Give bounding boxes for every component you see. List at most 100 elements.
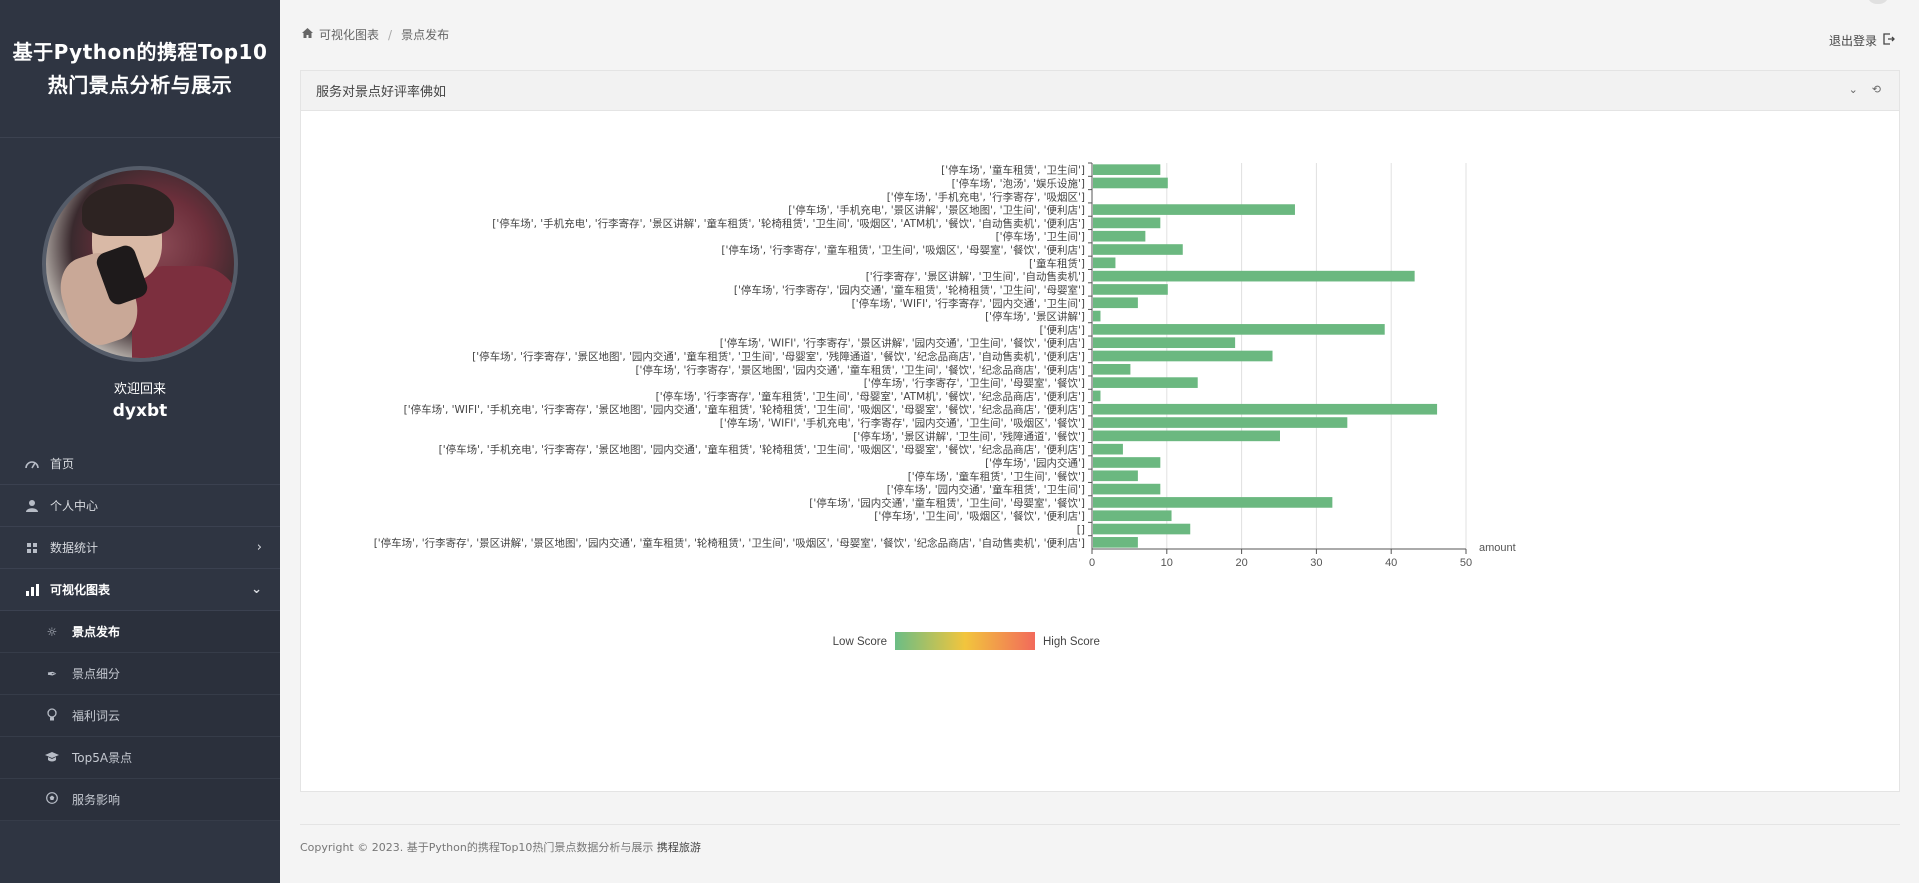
sub-item-service-impact[interactable]: 服务影响 [0, 779, 280, 821]
x-tick-label: 40 [1385, 557, 1397, 569]
sub-item-wordcloud[interactable]: 福利词云 [0, 695, 280, 737]
bar [1093, 164, 1161, 175]
bar [1093, 284, 1168, 295]
category-label: ['便利店'] [1040, 323, 1085, 336]
nav-item-charts[interactable]: 可视化图表 ⌄ [0, 569, 280, 611]
soccer-icon [44, 792, 60, 807]
breadcrumb-separator: / [388, 27, 393, 42]
x-tick-label: 0 [1089, 557, 1095, 569]
sub-item-label: 福利词云 [72, 709, 121, 723]
bar [1093, 204, 1295, 215]
logout-label: 退出登录 [1828, 34, 1877, 48]
logout-icon [1883, 33, 1895, 48]
welcome-text: 欢迎回来 [113, 382, 166, 397]
app-title-line2: 热门景点分析与展示 [47, 72, 233, 97]
grid-icon [24, 540, 40, 556]
category-label: [] [1077, 524, 1085, 536]
feather-icon: ✒ [46, 666, 58, 681]
legend-low-label: Low Score [833, 636, 887, 648]
logout-button[interactable]: 退出登录 [1829, 32, 1895, 49]
bar [1093, 523, 1191, 535]
main-nav: 首页 个人中心 数据统计 › 可视化图表 ⌄ ☼ 景点发布 ✒ [0, 443, 280, 821]
breadcrumb-home[interactable]: 可视化图表 [319, 28, 380, 42]
sub-item-scenic-detail[interactable]: ✒ 景点细分 [0, 653, 280, 695]
category-label: ['停车场', '行李寄存', '童车租赁', '卫生间', '母婴室', 'A… [656, 390, 1085, 403]
bar [1093, 537, 1138, 548]
category-label: ['停车场', '行李寄存', '景区地图', '园内交通', '童车租赁', … [635, 363, 1085, 376]
category-label: ['停车场', '手机充电', '行李寄存', '吸烟区'] [887, 190, 1085, 203]
app-title-line1: 基于Python的携程Top10 [12, 39, 268, 64]
category-label: ['停车场', '行李寄存', '园内交通', '童车租赁', '轮椅租赁', … [734, 283, 1085, 296]
category-label: ['停车场', '景区讲解'] [985, 310, 1085, 323]
category-label: ['停车场', '园内交通', '童车租赁', '卫生间'] [887, 483, 1085, 496]
refresh-icon[interactable]: ⟲ [1871, 83, 1881, 96]
app-title: 基于Python的携程Top10 热门景点分析与展示 [13, 36, 268, 102]
sub-item-label: 服务影响 [72, 793, 121, 807]
bar [1093, 457, 1161, 468]
avatar [42, 166, 238, 362]
bar [1093, 430, 1280, 442]
main-content: 可视化图表 / 景点发布 退出登录 服务对景点好评率佛如 ⌄ ⟲ 0 10 20 30… [280, 0, 1919, 883]
collapse-icon[interactable]: ⌄ [1848, 83, 1858, 96]
sidebar: 基于Python的携程Top10 热门景点分析与展示 欢迎回来 dyxbt 首页… [0, 0, 280, 883]
chevron-right-icon: › [256, 540, 262, 555]
x-tick-label: 10 [1161, 557, 1173, 569]
category-label: ['停车场', '行李寄存', '景区讲解', '景区地图', '园内交通', … [374, 536, 1085, 549]
footer-copyright: Copyright © 2023. 基于Python的携程Top10热门景点数据… [300, 841, 654, 854]
footer: Copyright © 2023. 基于Python的携程Top10热门景点数据… [300, 824, 1900, 855]
bar [1093, 350, 1273, 362]
category-label: ['停车场', 'WIFI', '行李寄存', '景区讲解', '园内交通', … [720, 337, 1085, 350]
x-tick-label: 30 [1310, 557, 1322, 569]
nav-item-label: 个人中心 [50, 499, 99, 513]
category-label: ['停车场', '园内交通', '童车租赁', '卫生间', '母婴室', '餐… [809, 496, 1085, 509]
bar [1093, 310, 1101, 322]
panel-header: 服务对景点好评率佛如 ⌄ ⟲ [301, 71, 1899, 111]
category-label: ['行李寄存', '景区讲解', '卫生间', '自动售卖机'] [866, 270, 1085, 283]
nav-item-home[interactable]: 首页 [0, 443, 280, 485]
bar [1093, 417, 1348, 428]
x-tick-label: 50 [1460, 557, 1472, 569]
category-label: ['停车场', '景区讲解', '卫生间', '残障通道', '餐饮'] [853, 430, 1085, 443]
breadcrumb: 可视化图表 / 景点发布 [302, 26, 449, 43]
nav-item-label: 数据统计 [50, 541, 99, 555]
nav-item-profile[interactable]: 个人中心 [0, 485, 280, 527]
sub-item-top5a[interactable]: Top5A景点 [0, 737, 280, 779]
bar [1093, 217, 1161, 229]
bar [1093, 177, 1168, 189]
category-label: ['停车场', '童车租赁', '卫生间'] [941, 164, 1085, 177]
footer-brand[interactable]: 携程旅游 [656, 841, 701, 854]
nav-item-label: 可视化图表 [50, 583, 111, 597]
bar [1093, 497, 1333, 508]
bar [1093, 324, 1385, 335]
bar [1093, 403, 1438, 415]
breadcrumb-current: 景点发布 [401, 28, 450, 42]
nav-item-statistics[interactable]: 数据统计 › [0, 527, 280, 569]
profile: 欢迎回来 dyxbt [0, 138, 280, 428]
category-label: ['停车场', '手机充电', '行李寄存', '景区讲解', '童车租赁', … [492, 217, 1085, 230]
chart-area: 0 10 20 30 40 50 amount ['停车场', '童车租赁', '卫生间'][… [301, 111, 1899, 791]
category-label: ['停车场', '行李寄存', '卫生间', '母婴室', '餐饮'] [864, 377, 1085, 390]
legend-gradient [895, 632, 1035, 650]
brand: 基于Python的携程Top10 热门景点分析与展示 [0, 0, 280, 138]
bar [1093, 390, 1101, 402]
bulb-icon [44, 707, 60, 724]
graduation-icon [44, 751, 60, 765]
bar [1093, 443, 1123, 455]
sub-item-label: 景点发布 [72, 625, 121, 639]
category-label: ['童车租赁'] [1029, 257, 1085, 270]
bar [1093, 363, 1131, 375]
bar [1093, 470, 1138, 482]
category-label: ['停车场', '童车租赁', '卫生间', '餐饮'] [908, 470, 1085, 483]
category-label: ['停车场', '行李寄存', '景区地图', '园内交通', '童车租赁', … [472, 350, 1085, 363]
sun-icon: ☼ [46, 624, 58, 639]
nav-item-label: 首页 [50, 457, 75, 471]
sub-item-label: 景点细分 [72, 667, 121, 681]
category-label: ['停车场', '泡汤', '娱乐设施'] [952, 177, 1085, 190]
username: dyxbt [112, 401, 168, 421]
panel-title: 服务对景点好评率佛如 [316, 85, 447, 100]
sub-item-scenic-release[interactable]: ☼ 景点发布 [0, 611, 280, 653]
category-label: ['停车场', '卫生间'] [996, 230, 1085, 243]
category-label: ['停车场', 'WIFI', '行李寄存', '园内交通', '卫生间'] [852, 297, 1085, 310]
home-icon[interactable] [302, 28, 313, 41]
